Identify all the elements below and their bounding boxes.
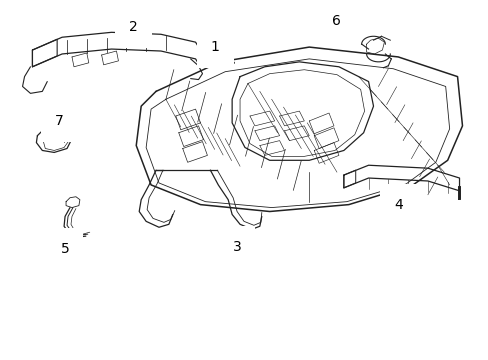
Text: 6: 6 <box>331 14 350 33</box>
Text: 7: 7 <box>55 114 63 129</box>
Text: 3: 3 <box>232 233 241 254</box>
Text: 1: 1 <box>210 40 234 63</box>
Text: 2: 2 <box>129 21 139 37</box>
Text: 5: 5 <box>61 235 70 256</box>
Text: 4: 4 <box>393 196 402 212</box>
